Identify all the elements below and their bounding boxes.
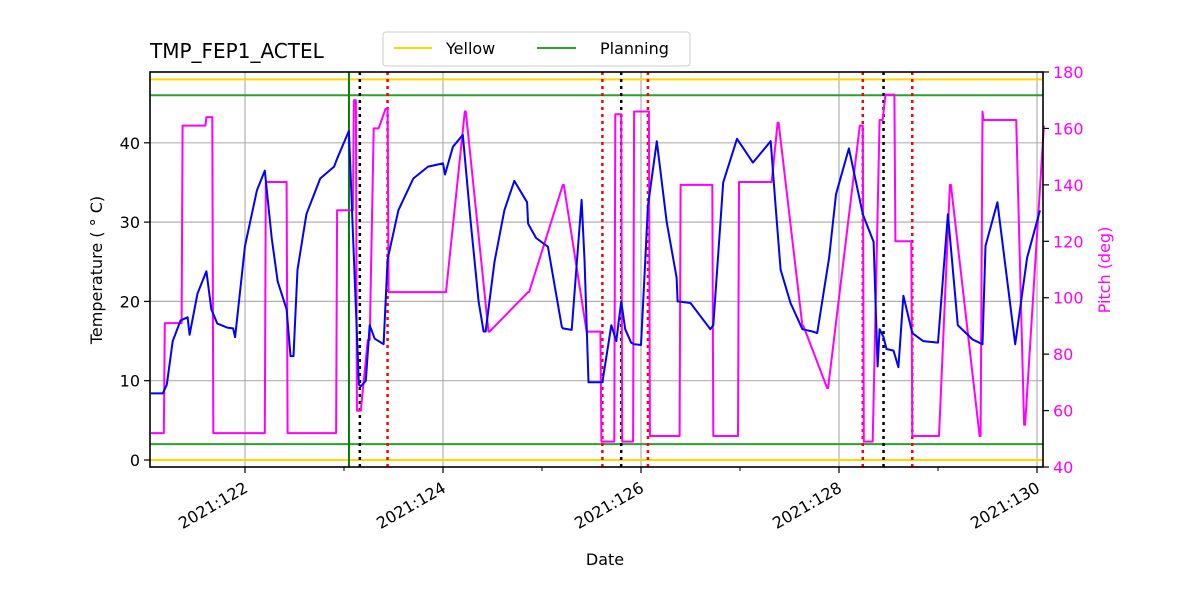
x-axis-ticks: 2021:122 2021:124 2021:126 2021:128 2021:130 xyxy=(175,467,1043,533)
y2-axis-ticks: 40 60 80 100 120 140 160 180 xyxy=(1043,63,1084,477)
x-tick-label: 2021:124 xyxy=(373,478,449,533)
y-tick-label: 20 xyxy=(120,292,140,311)
y-tick-label: 0 xyxy=(130,451,140,470)
legend-box xyxy=(382,31,691,67)
threshold-lines xyxy=(150,78,1043,461)
y2-tick-label: 120 xyxy=(1053,232,1084,251)
y-axis-label: Temperature ( ° C) xyxy=(87,196,106,345)
y-tick-label: 30 xyxy=(120,213,140,232)
grid-lines xyxy=(150,72,1043,467)
x-tick-label: 2021:122 xyxy=(175,478,251,533)
x-tick-label: 2021:126 xyxy=(571,478,647,533)
y2-tick-label: 140 xyxy=(1053,176,1084,195)
pitch-line xyxy=(150,93,1045,443)
chart-title: TMP_FEP1_ACTEL xyxy=(149,39,325,63)
y2-tick-label: 180 xyxy=(1053,63,1084,82)
y2-tick-label: 160 xyxy=(1053,119,1084,138)
y-axis-ticks: 0 10 20 30 40 xyxy=(120,134,150,470)
y-tick-label: 10 xyxy=(120,372,140,391)
legend-yellow-label: Yellow xyxy=(445,39,495,58)
x-axis-label: Date xyxy=(586,550,624,569)
data-series xyxy=(150,93,1045,443)
y2-tick-label: 100 xyxy=(1053,289,1084,308)
legend-planning-label: Planning xyxy=(600,39,669,58)
plot-frame xyxy=(149,71,1044,468)
y2-tick-label: 60 xyxy=(1053,402,1073,421)
y2-tick-label: 80 xyxy=(1053,345,1073,364)
y2-axis-label: Pitch (deg) xyxy=(1095,227,1114,314)
y2-tick-label: 40 xyxy=(1053,458,1073,477)
x-tick-label: 2021:130 xyxy=(967,478,1043,533)
y-tick-label: 40 xyxy=(120,134,140,153)
temperature-line xyxy=(150,129,1041,395)
x-tick-label: 2021:128 xyxy=(769,478,845,533)
legend: Yellow Planning xyxy=(382,31,691,67)
